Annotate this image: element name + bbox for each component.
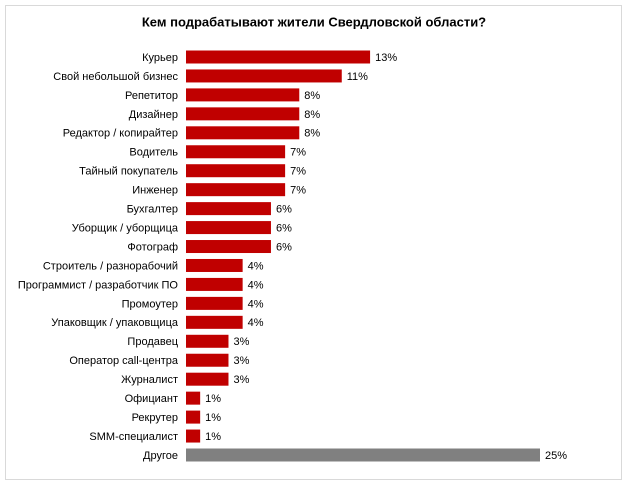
bar: [186, 126, 300, 140]
category-label: Оператор call-центра: [69, 355, 179, 367]
bar: [186, 50, 371, 64]
category-label: Программист / разработчик ПО: [18, 279, 179, 291]
bar: [186, 372, 229, 386]
category-label: Редактор / копирайтер: [63, 128, 178, 140]
value-label: 6%: [276, 204, 292, 216]
bar: [186, 240, 271, 254]
value-label: 6%: [276, 222, 292, 234]
bar: [186, 69, 342, 83]
value-label: 1%: [205, 412, 221, 424]
category-label: Другое: [143, 450, 178, 462]
value-label: 1%: [205, 393, 221, 405]
category-label: Официант: [125, 393, 178, 405]
bar: [186, 221, 271, 235]
value-label: 11%: [347, 71, 368, 83]
value-label: 25%: [545, 450, 567, 462]
bar: [186, 145, 286, 159]
category-label: Продавец: [127, 336, 178, 348]
bar: [186, 429, 201, 443]
value-label: 1%: [205, 431, 221, 443]
category-label: Бухгалтер: [127, 204, 178, 216]
category-label: Свой небольшой бизнес: [53, 71, 178, 83]
bar: [186, 410, 201, 424]
category-label: Рекрутер: [132, 412, 178, 424]
bar: [186, 164, 286, 178]
category-label: Инженер: [132, 185, 178, 197]
bar: [186, 277, 243, 291]
value-label: 3%: [233, 336, 249, 348]
category-label: Фотограф: [127, 241, 178, 253]
bar: [186, 202, 271, 216]
value-label: 3%: [233, 355, 249, 367]
category-label: Дизайнер: [129, 109, 178, 121]
category-label: Курьер: [142, 52, 178, 64]
bar: [186, 353, 229, 367]
category-label: Журналист: [121, 374, 178, 386]
category-label: Тайный покупатель: [79, 166, 178, 178]
bar: [186, 107, 300, 121]
chart-frame: [5, 5, 622, 480]
value-label: 13%: [375, 52, 397, 64]
bar: [186, 391, 201, 405]
bar: [186, 296, 243, 310]
value-label: 4%: [248, 279, 264, 291]
bar: [186, 183, 286, 197]
value-label: 8%: [304, 128, 320, 140]
bar: [186, 315, 243, 329]
value-label: 7%: [290, 147, 306, 159]
value-label: 4%: [248, 317, 264, 329]
bar: [186, 448, 540, 462]
value-label: 3%: [233, 374, 249, 386]
bar: [186, 258, 243, 272]
category-label: Водитель: [129, 147, 178, 159]
value-label: 7%: [290, 185, 306, 197]
chart-title: Кем подрабатывают жители Свердловской об…: [142, 14, 486, 29]
value-label: 4%: [248, 298, 264, 310]
category-label: Упаковщик / упаковщица: [51, 317, 179, 329]
value-label: 8%: [304, 90, 320, 102]
category-label: Строитель / разнорабочий: [43, 260, 178, 272]
value-label: 8%: [304, 109, 320, 121]
category-label: Уборщик / уборщица: [72, 222, 179, 234]
category-label: SMM-специалист: [89, 431, 178, 443]
value-label: 6%: [276, 241, 292, 253]
bar: [186, 88, 300, 102]
category-label: Репетитор: [125, 90, 178, 102]
bar: [186, 334, 229, 348]
category-label: Промоутер: [122, 298, 178, 310]
value-label: 7%: [290, 166, 306, 178]
value-label: 4%: [248, 260, 264, 272]
